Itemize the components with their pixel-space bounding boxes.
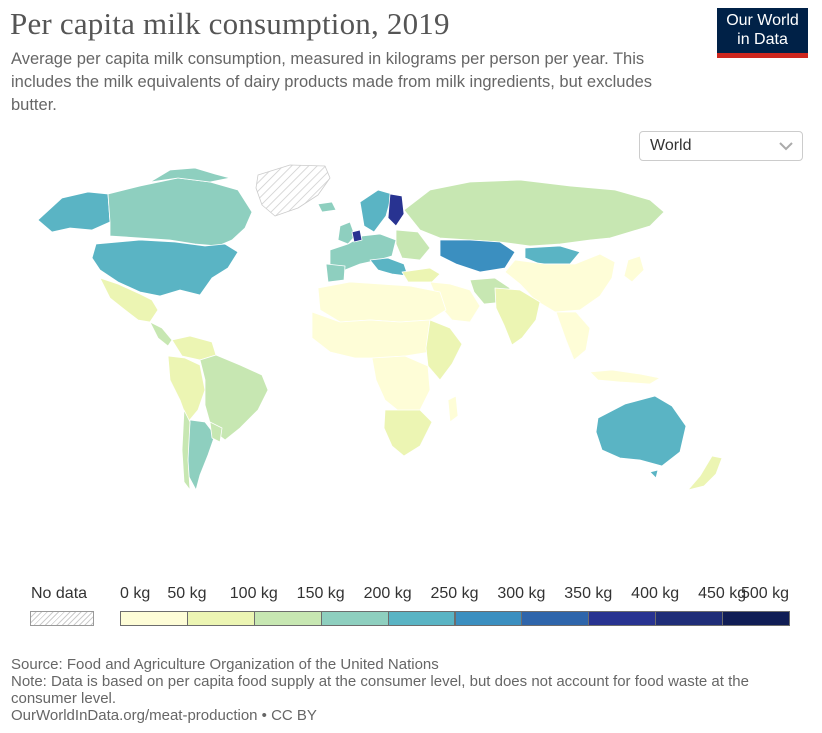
- no-data-swatch: [30, 611, 94, 626]
- canada[interactable]: [107, 177, 253, 247]
- legend-swatch[interactable]: [722, 611, 790, 626]
- central-africa[interactable]: [371, 355, 431, 413]
- legend-tick-label: 50 kg: [167, 585, 207, 602]
- central-america[interactable]: [149, 321, 173, 347]
- north-africa[interactable]: [317, 281, 447, 323]
- east-africa[interactable]: [425, 319, 463, 381]
- southeast-asia[interactable]: [555, 311, 591, 361]
- region-select-value: World: [650, 137, 692, 154]
- mexico[interactable]: [99, 277, 159, 323]
- logo-bar: [717, 53, 808, 58]
- netherlands[interactable]: [351, 229, 363, 243]
- legend-tick-label: 300 kg: [497, 585, 546, 602]
- new-zealand[interactable]: [687, 455, 723, 491]
- greenland[interactable]: [255, 164, 331, 217]
- note-text: Note: Data is based on per capita food s…: [11, 673, 749, 707]
- canada-arctic-islands[interactable]: [149, 167, 231, 183]
- turkey[interactable]: [401, 267, 441, 283]
- legend-swatch[interactable]: [186, 611, 255, 626]
- uk-ireland[interactable]: [337, 221, 356, 245]
- indonesia[interactable]: [589, 369, 661, 385]
- scandinavia[interactable]: [359, 189, 393, 233]
- india[interactable]: [494, 287, 541, 346]
- legend-swatch[interactable]: [655, 611, 724, 626]
- legend-swatch[interactable]: [320, 611, 389, 626]
- eastern-europe[interactable]: [395, 229, 431, 261]
- source-text: Source: Food and Agriculture Organizatio…: [11, 656, 439, 673]
- legend-swatch[interactable]: [588, 611, 657, 626]
- legend-tick-label: 100 kg: [229, 585, 278, 602]
- legend-swatch[interactable]: [521, 611, 590, 626]
- russia[interactable]: [403, 179, 665, 247]
- iberia[interactable]: [325, 263, 346, 283]
- url-text[interactable]: OurWorldInData.org/meat-production • CC …: [11, 707, 317, 724]
- footer: Source: Food and Agriculture Organizatio…: [11, 656, 791, 724]
- logo-line-1: Our World: [726, 12, 799, 29]
- chart-subtitle: Average per capita milk consumption, mea…: [11, 50, 653, 114]
- alaska[interactable]: [37, 191, 111, 233]
- legend-tick-label: 450 kg: [698, 585, 747, 602]
- legend-tick-label: 500 kg: [741, 585, 790, 602]
- logo-line-2: in Data: [737, 31, 788, 48]
- region-select[interactable]: World: [639, 131, 803, 161]
- legend-tick-label: 200 kg: [363, 585, 412, 602]
- legend-swatch[interactable]: [454, 611, 523, 626]
- japan-korea[interactable]: [623, 255, 645, 283]
- chile[interactable]: [181, 409, 191, 491]
- world-map: [37, 164, 723, 491]
- legend-tick-label: 0 kg: [120, 585, 151, 602]
- legend-swatch[interactable]: [120, 611, 188, 626]
- mongolia[interactable]: [524, 245, 581, 265]
- uruguay-paraguay[interactable]: [209, 421, 223, 443]
- map-legend: No data 0 kg 50 kg 100 kg 150 kg 200 kg 250 k…: [0, 580, 822, 630]
- legend-tick-label: 400 kg: [631, 585, 680, 602]
- legend-tick-label: 250 kg: [430, 585, 479, 602]
- brazil[interactable]: [199, 354, 269, 441]
- legend-tick-label: 350 kg: [564, 585, 613, 602]
- kazakhstan[interactable]: [439, 239, 516, 273]
- italy-balkans[interactable]: [369, 257, 409, 277]
- no-data-label: No data: [31, 585, 88, 602]
- chevron-down-icon: [778, 139, 794, 158]
- united-states[interactable]: [91, 239, 239, 297]
- peru-bolivia[interactable]: [167, 355, 206, 423]
- legend-swatch[interactable]: [253, 611, 322, 626]
- madagascar[interactable]: [447, 395, 459, 423]
- finland[interactable]: [387, 193, 405, 227]
- colombia-venezuela[interactable]: [171, 335, 217, 361]
- legend-tick-label: 150 kg: [296, 585, 345, 602]
- owid-logo[interactable]: Our World in Data: [717, 8, 808, 58]
- iceland[interactable]: [317, 201, 337, 213]
- china[interactable]: [504, 253, 616, 313]
- tasmania[interactable]: [649, 469, 659, 479]
- legend-swatch[interactable]: [387, 611, 456, 626]
- southern-africa[interactable]: [383, 409, 433, 457]
- chart-title: Per capita milk consumption, 2019: [10, 6, 450, 41]
- australia[interactable]: [595, 395, 687, 467]
